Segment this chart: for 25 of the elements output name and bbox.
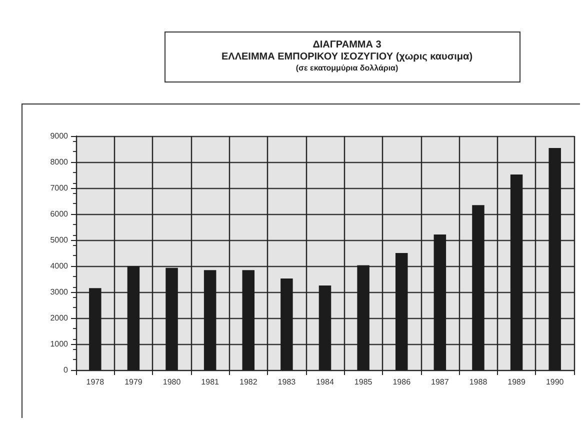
- y-tick-label: 4000: [50, 262, 69, 270]
- x-tick-label: 1986: [392, 378, 412, 386]
- y-tick-label: 3000: [50, 288, 69, 296]
- chart-subtitle: (σε εκατομμύρια δολλάρια): [296, 64, 398, 72]
- x-tick-label: 1978: [86, 378, 105, 386]
- x-tick-label: 1983: [278, 378, 296, 386]
- y-tick-label: 8000: [50, 158, 69, 166]
- x-tick-label: 1981: [201, 378, 220, 386]
- y-tick-label: 2000: [50, 314, 69, 322]
- y-tick-label: 1000: [50, 340, 69, 348]
- x-tick-label: 1987: [431, 378, 450, 386]
- x-tick-label: 1989: [508, 378, 526, 386]
- x-tick-label: 1979: [124, 378, 143, 386]
- y-tick-label: 7000: [50, 184, 69, 192]
- x-tick-label: 1990: [546, 378, 564, 386]
- x-tick-label: 1988: [469, 378, 488, 386]
- x-tick-label: 1982: [239, 378, 258, 386]
- y-tick-label: 0: [64, 366, 69, 374]
- x-tick-label: 1984: [316, 378, 334, 386]
- x-tick-label: 1980: [162, 378, 182, 386]
- y-tick-label: 6000: [50, 210, 69, 218]
- x-tick-label: 1985: [354, 378, 373, 386]
- y-tick-label: 5000: [50, 236, 69, 244]
- y-tick-label: 9000: [50, 132, 69, 140]
- chart-title: ΔΙΑΓΡΑΜΜΑ 3 ΕΛΛΕΙΜΜΑ ΕΜΠΟΡΙΚΟΥ ΙΣΟΖΥΓΙΟΥ (χωρις καυσιμα): [221, 40, 473, 62]
